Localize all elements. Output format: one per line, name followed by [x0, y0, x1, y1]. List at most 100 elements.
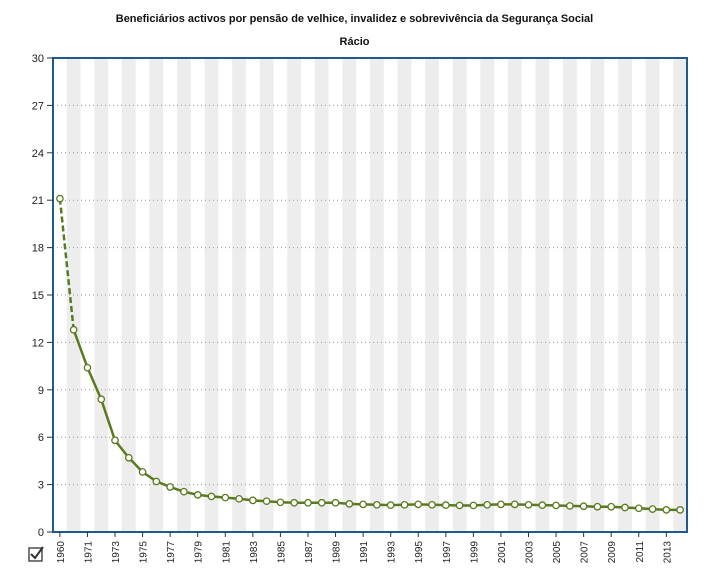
data-point-1978[interactable] — [180, 487, 188, 496]
x-tick-label: 2005 — [552, 541, 563, 564]
data-point-2012[interactable] — [648, 505, 657, 513]
data-point-1983[interactable] — [248, 496, 257, 505]
y-tick-label: 12 — [32, 337, 44, 349]
data-point-1981[interactable] — [221, 493, 230, 502]
x-tick-label: 1997 — [442, 541, 453, 564]
data-point-2011[interactable] — [634, 504, 643, 513]
data-point-1984[interactable] — [262, 497, 271, 506]
series-layer — [56, 194, 684, 514]
y-tick-label: 6 — [38, 432, 44, 444]
data-point-1997[interactable] — [441, 501, 450, 509]
band — [149, 58, 164, 532]
data-point-1970[interactable] — [69, 325, 78, 334]
data-point-1998[interactable] — [455, 501, 464, 510]
data-point-2014[interactable] — [676, 506, 684, 514]
data-point-1989[interactable] — [331, 498, 340, 507]
x-tick-label: 1989 — [332, 541, 343, 564]
x-tick-label: 1993 — [387, 541, 398, 564]
data-point-2003[interactable] — [524, 500, 533, 509]
x-tick-label: 1995 — [414, 541, 425, 564]
data-point-2006[interactable] — [565, 502, 574, 510]
data-point-1996[interactable] — [428, 500, 436, 509]
data-point-1991[interactable] — [359, 500, 367, 509]
x-tick-label: 1960 — [56, 541, 67, 564]
data-point-2010[interactable] — [621, 503, 629, 512]
data-point-2000[interactable] — [483, 500, 492, 509]
data-point-2013[interactable] — [662, 506, 671, 514]
data-point-1982[interactable] — [235, 494, 243, 503]
data-point-2005[interactable] — [552, 501, 560, 510]
data-point-2008[interactable] — [593, 502, 602, 511]
data-point-1986[interactable] — [290, 498, 299, 507]
chart-subtitle: Rácio — [339, 36, 370, 48]
y-tick-label: 21 — [32, 195, 44, 207]
band — [535, 58, 550, 532]
data-point-2009[interactable] — [607, 502, 616, 511]
band — [618, 58, 632, 532]
band — [177, 58, 191, 532]
data-point-2001[interactable] — [497, 500, 505, 509]
data-point-1974[interactable] — [124, 453, 133, 462]
data-point-1999[interactable] — [469, 501, 478, 510]
x-tick-label: 1979 — [194, 541, 205, 564]
y-axis: 0 3 6 9 12 15 18 21 24 27 30 — [32, 53, 53, 539]
y-tick-label: 3 — [38, 480, 44, 492]
y-tick-label: 9 — [38, 385, 44, 397]
data-point-1971[interactable] — [83, 363, 92, 372]
y-tick-label: 18 — [32, 243, 44, 255]
data-point-1992[interactable] — [373, 500, 381, 509]
x-tick-label: 1987 — [304, 541, 315, 564]
band — [425, 58, 439, 532]
x-tick-label: 2013 — [662, 541, 673, 564]
data-point-2004[interactable] — [538, 501, 547, 509]
x-tick-label: 2011 — [635, 541, 646, 563]
data-point-1990[interactable] — [345, 500, 354, 508]
band — [673, 58, 687, 532]
x-tick-label: 1981 — [221, 541, 232, 564]
x-tick-label: 2007 — [580, 541, 591, 564]
x-tick-label: 1977 — [166, 541, 177, 564]
data-point-1987[interactable] — [304, 498, 312, 507]
x-tick-label: 2001 — [497, 541, 508, 564]
data-point-1972[interactable] — [97, 395, 106, 404]
data-point-1973[interactable] — [111, 436, 119, 445]
band — [452, 58, 467, 532]
band — [480, 58, 495, 532]
band — [259, 58, 274, 532]
checkbox-checked-icon[interactable] — [28, 546, 44, 562]
gridlines — [53, 104, 687, 486]
data-point-2007[interactable] — [579, 502, 588, 511]
data-point-1979[interactable] — [193, 491, 202, 499]
data-point-1985[interactable] — [276, 498, 285, 507]
data-point-2002[interactable] — [510, 500, 519, 509]
band — [370, 58, 384, 532]
series-gap-segment — [58, 198, 75, 330]
x-tick-label: 1971 — [83, 541, 94, 564]
data-point-1995[interactable] — [414, 500, 423, 509]
data-point-1988[interactable] — [317, 498, 326, 507]
data-point-1976[interactable] — [152, 477, 161, 486]
band — [507, 58, 522, 532]
y-tick-label: 24 — [32, 148, 44, 160]
data-point-1994[interactable] — [400, 500, 409, 509]
x-tick-label: 1985 — [276, 541, 287, 564]
x-tick-label: 1975 — [139, 541, 150, 564]
x-axis: 1960 1971 1973 1975 1977 1979 1981 1983 1985 1987… — [56, 532, 673, 563]
y-tick-label: 0 — [38, 527, 44, 539]
data-point-1960[interactable] — [56, 194, 64, 203]
chart-title: Beneficiários activos por pensão de velh… — [115, 13, 594, 25]
x-tick-label: 1991 — [359, 541, 370, 564]
data-point-1980[interactable] — [207, 492, 216, 501]
data-point-1975[interactable] — [138, 468, 147, 476]
x-tick-label: 2009 — [607, 541, 618, 564]
data-point-1977[interactable] — [166, 483, 175, 491]
band — [287, 58, 302, 532]
y-tick-label: 15 — [32, 290, 44, 302]
band — [204, 58, 219, 532]
x-tick-label: 1973 — [111, 541, 122, 564]
x-tick-label: 2003 — [525, 541, 536, 564]
band — [121, 58, 136, 532]
data-point-1993[interactable] — [386, 501, 395, 509]
band — [645, 58, 660, 532]
